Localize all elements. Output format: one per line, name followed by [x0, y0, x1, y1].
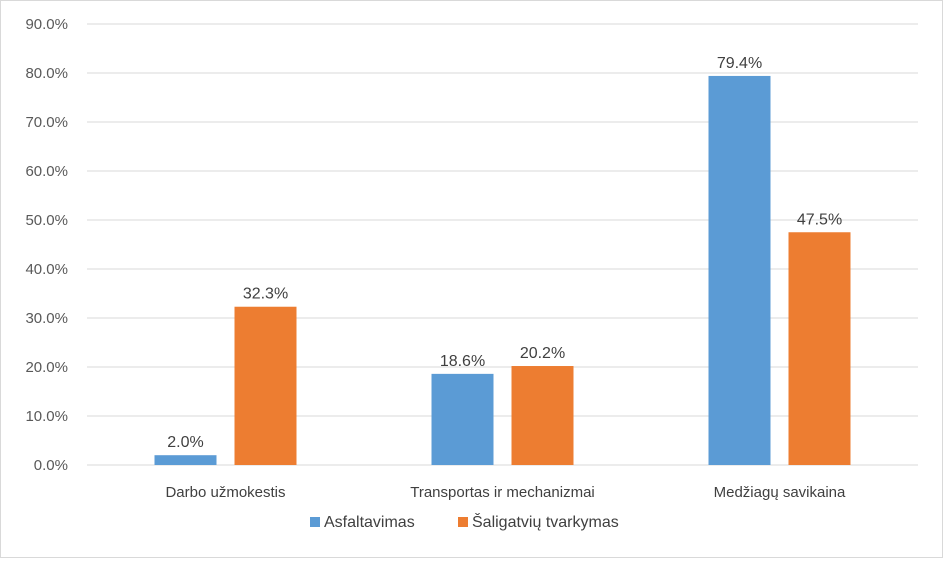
bar: [234, 306, 297, 465]
bar: [511, 366, 574, 465]
x-category-label: Medžiagų savikaina: [714, 484, 846, 501]
legend-label: Asfaltavimas: [324, 514, 415, 531]
y-tick-label: 70.0%: [25, 114, 68, 131]
y-tick-label: 90.0%: [25, 16, 68, 33]
y-tick-label: 50.0%: [25, 212, 68, 229]
x-axis-categories: Darbo užmokestis Transportas ir mechanizm…: [165, 484, 846, 501]
y-tick-label: 30.0%: [25, 310, 68, 327]
y-tick-label: 40.0%: [25, 261, 68, 278]
legend-swatch: [310, 517, 320, 527]
data-labels: 2.0% 32.3% 18.6% 20.2% 79.4% 47.5%: [167, 55, 842, 451]
bars: [154, 75, 851, 465]
y-tick-label: 10.0%: [25, 408, 68, 425]
y-tick-label: 60.0%: [25, 163, 68, 180]
legend: Asfaltavimas Šaligatvių tvarkymas: [310, 512, 619, 531]
bar: [154, 455, 217, 465]
data-label: 2.0%: [167, 434, 203, 451]
data-label: 47.5%: [797, 211, 842, 228]
y-tick-label: 20.0%: [25, 359, 68, 376]
legend-swatch: [458, 517, 468, 527]
y-axis-ticks: 0.0% 10.0% 20.0% 30.0% 40.0% 50.0% 60.0% 70.0% 8…: [25, 16, 68, 474]
data-label: 32.3%: [243, 286, 288, 303]
data-label: 20.2%: [520, 345, 565, 362]
y-tick-label: 80.0%: [25, 65, 68, 82]
gridlines: [87, 23, 918, 466]
x-category-label: Darbo užmokestis: [165, 484, 285, 501]
x-category-label: Transportas ir mechanizmai: [410, 484, 595, 501]
bar: [788, 232, 851, 465]
data-label: 79.4%: [717, 55, 762, 72]
y-tick-label: 0.0%: [34, 457, 68, 474]
data-label: 18.6%: [440, 353, 485, 370]
bar: [708, 75, 771, 465]
bar: [431, 373, 494, 465]
legend-label: Šaligatvių tvarkymas: [472, 512, 619, 531]
